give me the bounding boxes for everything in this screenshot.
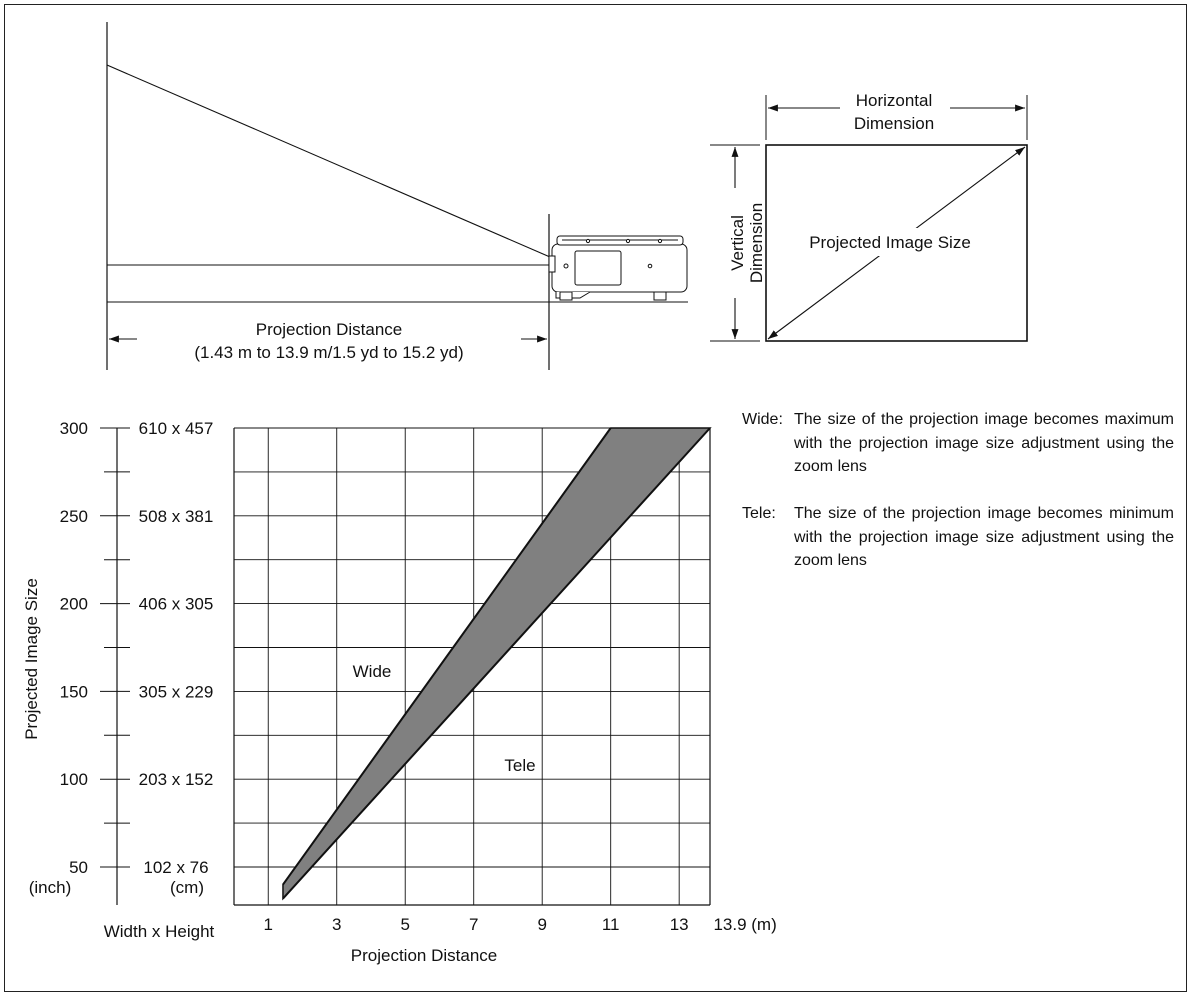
screen-dimension-diagram: Horizontal Dimension Vertical Dimension … <box>710 91 1028 342</box>
y-tick-label-inch: 250 <box>60 507 88 526</box>
plot-area <box>282 427 712 901</box>
label-backdrop <box>137 312 521 364</box>
horizontal-label-line2: Dimension <box>854 114 934 133</box>
projector-icon <box>548 235 688 301</box>
y-tick-label-inch: 300 <box>60 419 88 438</box>
note-text: The size of the projection image becomes… <box>794 505 1174 569</box>
horizontal-label-line1: Horizontal <box>856 91 933 110</box>
y-tick-label-inch: 50 <box>69 858 88 877</box>
note-term: Tele: <box>742 505 776 522</box>
note-text: The size of the projection image becomes… <box>794 411 1174 475</box>
y-tick-label-inch: 100 <box>60 770 88 789</box>
projection-distance-label: Projection Distance <box>256 320 402 339</box>
y-tick-label-cm: 305 x 229 <box>139 682 214 701</box>
y-tick-label-cm: 203 x 152 <box>139 770 214 789</box>
y-tick-label-cm: 610 x 457 <box>139 419 214 438</box>
y-tick-labels: 300 610 x 457 250 508 x 381 200 406 x 305 150 3… <box>60 419 214 877</box>
x-axis-label: Projection Distance <box>351 946 497 965</box>
x-tick-label: 13.9 <box>713 915 746 934</box>
series-line-tele <box>282 427 711 900</box>
series-label-wide: Wide <box>353 662 392 681</box>
x-tick-label: 9 <box>537 915 546 934</box>
x-tick-label: 7 <box>469 915 478 934</box>
series-label-backdrop <box>349 661 395 682</box>
chart-axis-ticks <box>100 427 130 905</box>
size-column-header: Width x Height <box>104 922 215 941</box>
y-unit-cm: (cm) <box>170 878 204 897</box>
page-frame <box>4 4 1187 992</box>
x-tick-label: 3 <box>332 915 341 934</box>
chart-grid <box>233 427 711 906</box>
diagonal-label: Projected Image Size <box>809 233 971 252</box>
note-term: Wide: <box>742 411 783 428</box>
x-tick-label: 5 <box>400 915 409 934</box>
x-tick-label: 1 <box>264 915 273 934</box>
x-tick-label: 11 <box>602 915 620 934</box>
x-tick-label: 13 <box>670 915 689 934</box>
y-tick-label-inch: 150 <box>60 682 88 701</box>
projection-ray-top <box>106 64 551 258</box>
y-tick-label-inch: 200 <box>60 595 88 614</box>
vertical-label-line1: Vertical <box>728 215 747 271</box>
series-label-backdrop <box>501 755 539 776</box>
y-tick-label-cm: 508 x 381 <box>139 507 214 526</box>
y-tick-label-cm: 102 x 76 <box>143 858 208 877</box>
series-line-wide <box>282 427 612 886</box>
y-tick-label-cm: 406 x 305 <box>139 595 214 614</box>
projection-distance-range: (1.43 m to 13.9 m/1.5 yd to 15.2 yd) <box>194 343 463 362</box>
series-label-tele: Tele <box>504 756 535 775</box>
x-axis-unit: (m) <box>751 915 776 934</box>
x-tick-labels: 1 3 5 7 9 11 13 13.9 <box>264 915 747 934</box>
vertical-label-line2: Dimension <box>747 203 766 283</box>
y-unit-inch: (inch) <box>29 878 72 897</box>
projection-setup-diagram: Projection Distance (1.43 m to 13.9 m/1.… <box>106 22 688 370</box>
y-axis-label: Projected Image Size <box>22 578 41 740</box>
